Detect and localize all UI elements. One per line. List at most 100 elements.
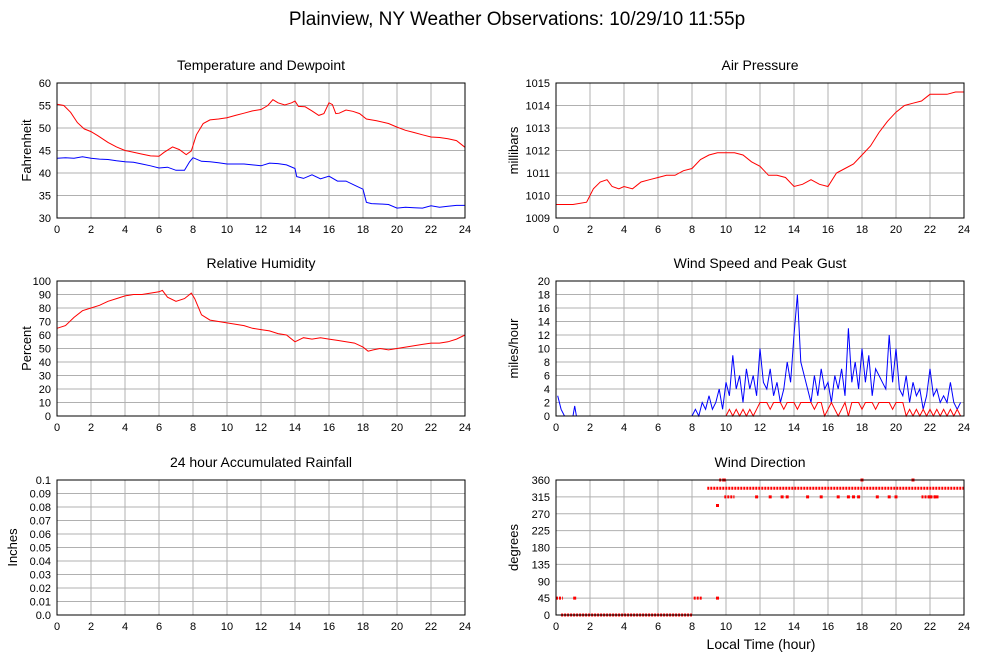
wind-y-tick-label: 20: [538, 276, 550, 288]
pressure-x-tick-label: 22: [924, 224, 936, 236]
humidity-x-tick-label: 24: [459, 422, 471, 434]
rain-x-tick-label: 2: [88, 621, 94, 633]
wind-x-tick-label: 12: [754, 422, 766, 434]
x-axis-label: Local Time (hour): [707, 636, 816, 652]
direction-point: [836, 495, 840, 499]
wind-y-tick-label: 8: [544, 357, 550, 369]
temp-title: Temperature and Dewpoint: [177, 57, 345, 73]
rain-y-tick-label: 0.07: [30, 516, 51, 528]
temp-x-tick-label: 2: [88, 224, 94, 236]
humidity-y-tick-label: 30: [39, 371, 51, 383]
direction-x-tick-label: 22: [924, 621, 936, 633]
rain-x-tick-label: 6: [156, 621, 162, 633]
direction-point: [806, 495, 810, 499]
wind-y-tick-label: 12: [538, 330, 550, 342]
wind-y-tick-label: 16: [538, 303, 550, 315]
humidity-x-tick-label: 14: [289, 422, 301, 434]
pressure-y-tick-label: 1009: [526, 213, 550, 225]
temp-x-tick-label: 18: [357, 224, 369, 236]
wind-x-tick-label: 14: [788, 422, 800, 434]
direction-title: Wind Direction: [714, 454, 805, 470]
pressure-y-tick-label: 1014: [526, 101, 550, 113]
rain-x-tick-label: 16: [323, 621, 335, 633]
direction-point: [785, 495, 789, 499]
direction-y-tick-label: 360: [532, 475, 550, 487]
wind-y-tick-label: 6: [544, 371, 550, 383]
direction-point: [846, 495, 850, 499]
wind-y-tick-label: 14: [538, 317, 550, 329]
temp-x-tick-label: 24: [459, 224, 471, 236]
rain-x-tick-label: 18: [357, 621, 369, 633]
humidity-x-tick-label: 10: [221, 422, 233, 434]
wind-x-tick-label: 4: [621, 422, 627, 434]
direction-point: [887, 495, 891, 499]
direction-point: [928, 495, 932, 499]
direction-x-tick-label: 10: [720, 621, 732, 633]
pressure-x-tick-label: 24: [958, 224, 970, 236]
rain-x-tick-label: 0: [54, 621, 60, 633]
rain-y-tick-label: 0.1: [36, 475, 51, 487]
pressure-series-0-line: [556, 91, 964, 205]
pressure-x-tick-label: 2: [587, 224, 593, 236]
direction-x-tick-label: 18: [856, 621, 868, 633]
rain-y-tick-label: 0.0: [36, 610, 51, 622]
pressure-y-tick-label: 1013: [526, 123, 550, 135]
direction-y-tick-label: 225: [532, 526, 550, 538]
temp-y-tick-label: 60: [39, 78, 51, 90]
humidity-x-tick-label: 8: [190, 422, 196, 434]
rain-frame: [56, 479, 466, 616]
temp-x-tick-label: 10: [221, 224, 233, 236]
humidity-y-tick-label: 60: [39, 330, 51, 342]
humidity-y-tick-label: 40: [39, 357, 51, 369]
direction-y-tick-label: 90: [538, 576, 550, 588]
pressure-x-tick-label: 20: [890, 224, 902, 236]
wind-y-tick-label: 10: [538, 344, 550, 356]
direction-point: [768, 495, 772, 499]
humidity-y-axis-label: Percent: [19, 326, 34, 371]
pressure-x-tick-label: 16: [822, 224, 834, 236]
pressure-y-tick-label: 1011: [526, 168, 550, 180]
direction-x-tick-label: 24: [958, 621, 970, 633]
rain-x-tick-label: 12: [255, 621, 267, 633]
temp-x-tick-label: 12: [255, 224, 267, 236]
direction-y-tick-label: 315: [532, 492, 550, 504]
temp-y-tick-label: 55: [39, 101, 51, 113]
humidity-y-tick-label: 20: [39, 384, 51, 396]
temp-x-tick-label: 8: [190, 224, 196, 236]
temp-y-axis-label: Fahrenheit: [19, 119, 34, 182]
temp-y-tick-label: 30: [39, 213, 51, 225]
direction-point: [894, 495, 898, 499]
wind-x-tick-label: 18: [856, 422, 868, 434]
temp-series-1-line: [56, 156, 465, 209]
rain-x-tick-label: 14: [289, 621, 301, 633]
direction-point: [755, 495, 759, 499]
temp-series-0-line: [56, 99, 466, 157]
direction-x-tick-label: 2: [587, 621, 593, 633]
pressure-x-tick-label: 4: [621, 224, 627, 236]
direction-y-tick-label: 180: [532, 543, 550, 555]
humidity-x-tick-label: 12: [255, 422, 267, 434]
humidity-y-tick-label: 80: [39, 303, 51, 315]
direction-y-tick-label: 135: [532, 559, 550, 571]
wind-y-axis-label: miles/hour: [506, 318, 521, 379]
temp-x-tick-label: 16: [323, 224, 335, 236]
humidity-x-tick-label: 22: [425, 422, 437, 434]
humidity-y-tick-label: 70: [39, 317, 51, 329]
humidity-y-tick-label: 100: [33, 276, 51, 288]
humidity-frame: [56, 280, 466, 417]
rain-y-tick-label: 0.05: [30, 543, 51, 555]
wind-y-tick-label: 18: [538, 290, 550, 302]
pressure-y-axis-label: millibars: [506, 126, 521, 174]
humidity-y-tick-label: 50: [39, 344, 51, 356]
temp-x-tick-label: 4: [122, 224, 128, 236]
humidity-x-tick-label: 16: [323, 422, 335, 434]
direction-y-tick-label: 270: [532, 509, 550, 521]
wind-x-tick-label: 24: [958, 422, 970, 434]
rain-y-tick-label: 0.06: [30, 529, 51, 541]
